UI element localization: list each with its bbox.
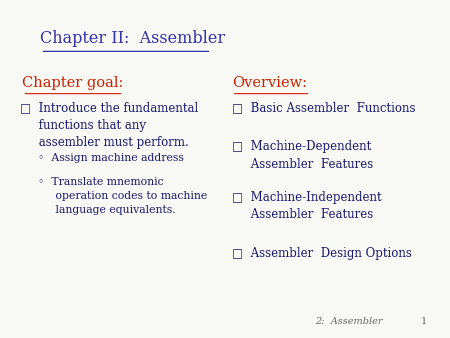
Text: 1: 1 bbox=[421, 317, 427, 326]
Text: □  Basic Assembler  Functions: □ Basic Assembler Functions bbox=[232, 101, 415, 114]
Text: □  Machine-Independent
     Assembler  Features: □ Machine-Independent Assembler Features bbox=[232, 191, 382, 221]
Text: ◦  Assign machine address: ◦ Assign machine address bbox=[38, 153, 184, 163]
Text: Overview:: Overview: bbox=[232, 76, 307, 90]
Text: Chapter goal:: Chapter goal: bbox=[22, 76, 124, 90]
Text: □  Machine-Dependent
     Assembler  Features: □ Machine-Dependent Assembler Features bbox=[232, 140, 373, 171]
Text: ◦  Translate mnemonic
     operation codes to machine
     language equivalents.: ◦ Translate mnemonic operation codes to … bbox=[38, 177, 207, 215]
Text: □  Introduce the fundamental
     functions that any
     assembler must perform: □ Introduce the fundamental functions th… bbox=[20, 101, 198, 149]
Text: 2:  Assembler: 2: Assembler bbox=[315, 317, 382, 326]
Text: □  Assembler  Design Options: □ Assembler Design Options bbox=[232, 247, 412, 260]
Text: Chapter II:  Assembler: Chapter II: Assembler bbox=[40, 30, 225, 47]
